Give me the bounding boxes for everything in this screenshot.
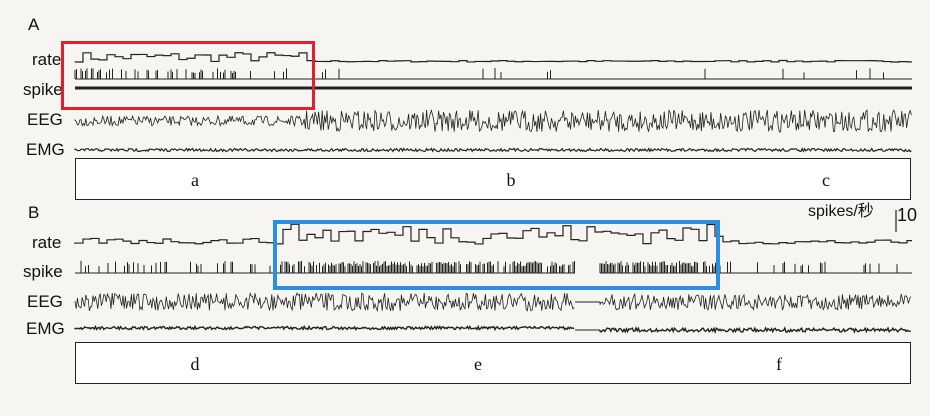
scale-unit-label: spikes/秒 — [808, 203, 874, 220]
panel-b-emg-trace-1 — [74, 324, 575, 332]
panel-a-eeg-label: EEG — [27, 110, 63, 129]
panel-a-eeg-trace — [74, 108, 912, 133]
segment-label-e: e — [474, 354, 482, 374]
panel-b-rate-label: rate — [32, 233, 62, 252]
highlight-box-red — [61, 41, 315, 110]
panel-b-emg-label: EMG — [26, 319, 65, 338]
panel-b-letter: B — [28, 203, 40, 222]
panel-b-spike-trace-2 — [599, 261, 912, 274]
panel-a-emg-label: EMG — [26, 140, 65, 159]
segment-label-f: f — [776, 354, 782, 374]
segment-label-d: d — [190, 354, 200, 374]
panel-b-eeg-trace-1 — [74, 292, 575, 313]
panel-b-spike-label: spike — [23, 262, 63, 281]
panel-a-segment-box: a b c — [75, 158, 911, 200]
panel-a-letter: A — [28, 15, 40, 34]
panel-b-spike-trace-1 — [75, 260, 575, 274]
panel-a-rate-trace — [74, 52, 912, 63]
panel-a-emg-trace — [74, 147, 912, 153]
scale-value-label: 10 — [897, 205, 918, 225]
segment-label-b: b — [506, 170, 516, 190]
panel-a-spike-label: spike — [23, 80, 63, 99]
panel-a-spike-trace — [74, 68, 912, 80]
panel-b-segment-box: d e f — [75, 342, 911, 384]
panel-b-eeg-trace-2 — [599, 292, 912, 311]
segment-label-a: a — [191, 170, 199, 190]
panel-a-rate-label: rate — [32, 50, 62, 69]
panel-b-emg-trace-2 — [599, 326, 911, 335]
highlight-box-blue — [273, 220, 720, 290]
panel-b-rate-trace — [74, 223, 912, 245]
segment-label-c: c — [822, 170, 830, 190]
panel-b-eeg-label: EEG — [27, 292, 63, 311]
